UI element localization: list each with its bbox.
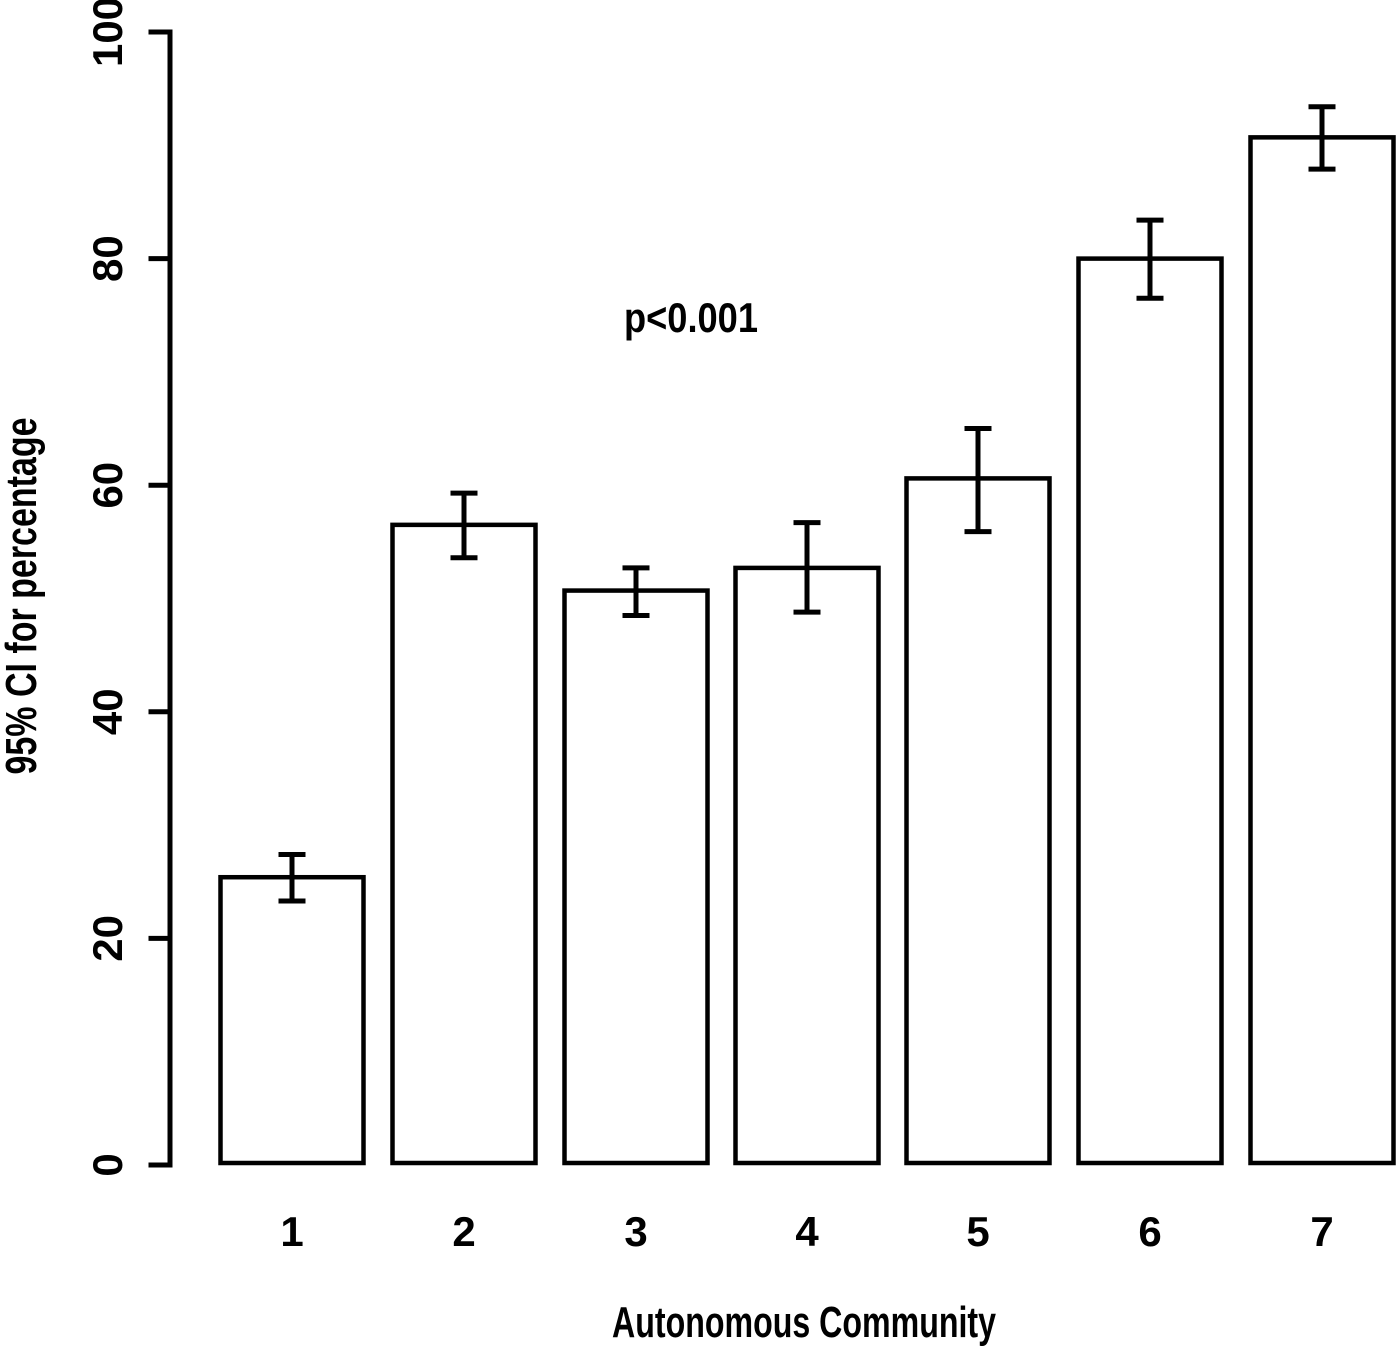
bar xyxy=(733,565,881,1166)
bar xyxy=(904,476,1052,1166)
bar xyxy=(1076,256,1224,1166)
bars xyxy=(218,135,1396,1166)
error-bars xyxy=(278,104,1336,904)
bar xyxy=(218,874,366,1166)
bar xyxy=(562,588,710,1166)
y-tick-label: 40 xyxy=(84,688,131,735)
x-tick-label: 2 xyxy=(452,1208,475,1255)
bar xyxy=(1248,135,1396,1166)
x-tick-label: 7 xyxy=(1310,1208,1333,1255)
bar xyxy=(390,522,538,1166)
y-tick-label: 100 xyxy=(84,0,131,67)
p-value-annotation: p<0.001 xyxy=(624,294,758,341)
y-tick-label: 60 xyxy=(84,462,131,509)
y-tick-label: 0 xyxy=(84,1153,131,1176)
x-axis-title: Autonomous Community xyxy=(612,1298,996,1346)
y-tick-label: 20 xyxy=(84,915,131,962)
x-tick-label: 5 xyxy=(966,1208,989,1255)
x-tick-label: 6 xyxy=(1138,1208,1161,1255)
x-tick-label: 1 xyxy=(280,1208,303,1255)
x-axis-labels: 1 2 3 4 5 6 7 xyxy=(280,1208,1333,1255)
x-tick-label: 3 xyxy=(624,1208,647,1255)
y-axis-title: 95% CI for percentage xyxy=(0,418,46,775)
y-axis: 0 20 40 60 80 100 xyxy=(84,0,173,1177)
x-tick-label: 4 xyxy=(795,1208,819,1255)
y-tick-label: 80 xyxy=(84,235,131,282)
